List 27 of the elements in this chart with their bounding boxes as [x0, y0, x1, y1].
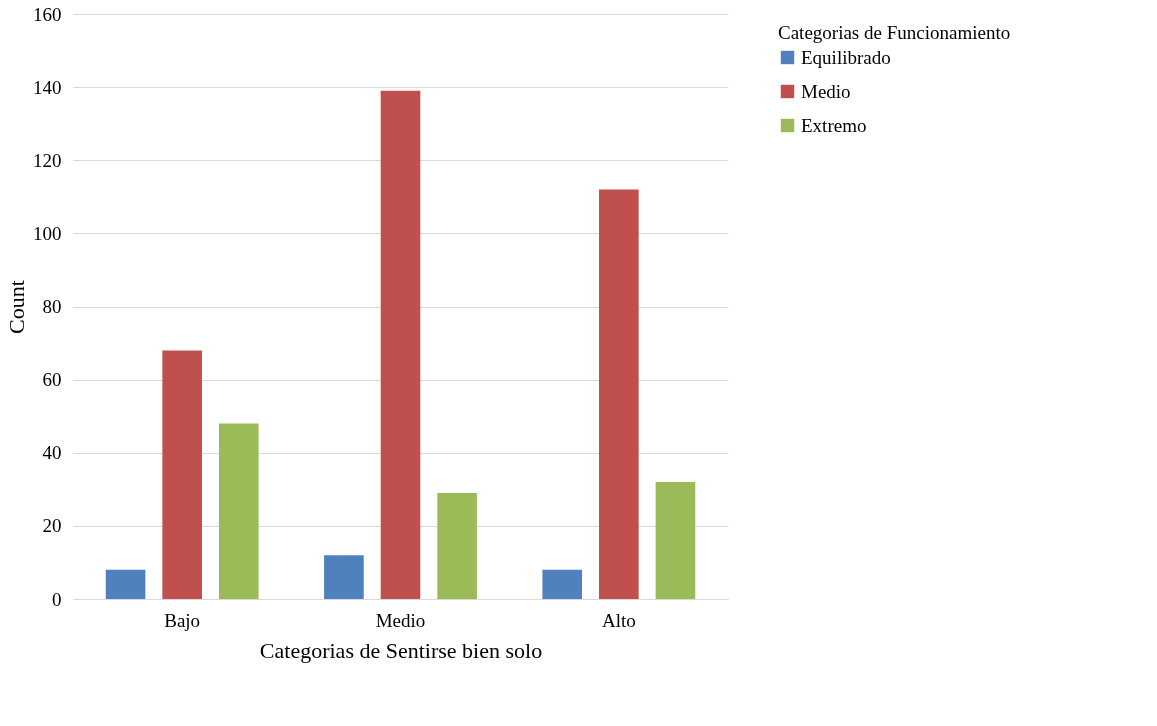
legend-label: Equilibrado	[801, 46, 891, 68]
bar	[380, 90, 421, 599]
x-tick-label: Medio	[375, 609, 426, 631]
y-tick-label: 20	[42, 515, 62, 537]
y-tick-label: 140	[33, 76, 62, 98]
bar	[542, 569, 583, 599]
y-tick-label: 80	[42, 296, 62, 317]
bar	[162, 350, 202, 599]
y-tick-label: 120	[33, 149, 62, 171]
x-tick-label: Alto	[601, 609, 636, 631]
legend-label: Extremo	[801, 114, 867, 136]
y-axis-title: Count	[4, 280, 29, 334]
bar	[599, 189, 639, 599]
y-tick-label: 40	[42, 442, 62, 464]
bar	[437, 492, 477, 599]
y-tick-label: 100	[33, 222, 62, 244]
y-tick-label: 160	[33, 3, 62, 25]
bar	[655, 482, 696, 599]
bar	[105, 569, 146, 599]
legend-title: Categorias de Funcionamiento	[778, 22, 1011, 43]
y-tick-label: 60	[42, 369, 62, 391]
x-axis-title: Categorias de Sentirse bien solo	[259, 637, 543, 663]
x-tick-label: Bajo	[164, 609, 201, 631]
legend-label: Medio	[801, 80, 851, 102]
bar	[218, 423, 259, 599]
y-tick-label: 0	[52, 588, 62, 610]
bar	[324, 555, 364, 599]
